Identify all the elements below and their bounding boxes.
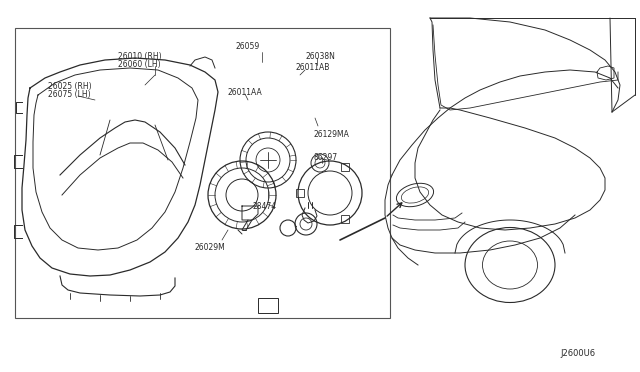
- Text: J2600U6: J2600U6: [560, 349, 595, 358]
- Bar: [15, 28, 390, 318]
- Bar: [258, 298, 278, 313]
- Text: 26011AA: 26011AA: [228, 88, 263, 97]
- Text: 26075 (LH): 26075 (LH): [48, 90, 91, 99]
- Text: 86297: 86297: [313, 153, 337, 162]
- Bar: [341, 163, 349, 171]
- Text: 26060 (LH): 26060 (LH): [118, 60, 161, 69]
- Text: 26011AB: 26011AB: [295, 63, 330, 72]
- Text: 26059: 26059: [236, 42, 260, 51]
- Text: 26038N: 26038N: [305, 52, 335, 61]
- Text: 28474: 28474: [253, 202, 277, 211]
- Text: 26029M: 26029M: [195, 243, 225, 252]
- Bar: [296, 189, 304, 197]
- Text: 26025 (RH): 26025 (RH): [48, 82, 92, 91]
- Text: 26129MA: 26129MA: [313, 130, 349, 139]
- Text: 26010 (RH): 26010 (RH): [118, 52, 162, 61]
- Bar: [341, 215, 349, 223]
